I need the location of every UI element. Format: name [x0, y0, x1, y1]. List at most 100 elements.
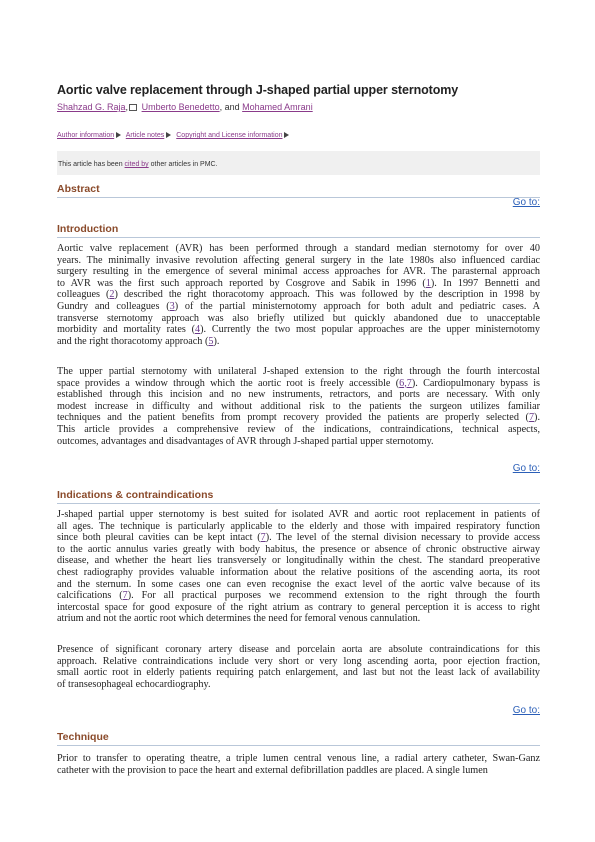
text-line: small aortic root in elderly patients re…	[57, 667, 540, 679]
text-run: catheter with the provision to pace the …	[57, 764, 488, 776]
text-line: atrium and not the aortic root which det…	[57, 613, 540, 625]
text-line: transverse sternotomy approach was also …	[57, 313, 540, 325]
text-line: all ages. The technique is particularly …	[57, 521, 540, 533]
cited-by-box: This article has been cited by other art…	[57, 151, 540, 175]
text-run: ). In 1997 Bennetti and	[430, 277, 540, 289]
text-run: ). Currently the two most popular approa…	[200, 324, 540, 336]
reference-link[interactable]: 7	[122, 590, 128, 602]
section-heading-introduction: Introduction	[57, 223, 540, 238]
text-run: morbidity and mortality rates (	[57, 324, 195, 336]
text-run: outcomes, advantages and disadvantages o…	[57, 435, 434, 447]
goto-link[interactable]: Go to:	[512, 463, 540, 474]
text-run: chest radiography provides valuable info…	[57, 566, 540, 578]
text-run: ). Cardiopulmonary bypass is	[411, 377, 540, 389]
text-run: small aortic root in elderly patients re…	[57, 667, 540, 679]
reference-link[interactable]: 7	[260, 532, 266, 544]
text-line: to the aortic annulus varies greatly wit…	[57, 544, 540, 556]
text-line: morbidity and mortality rates (4). Curre…	[57, 324, 540, 336]
goto-link[interactable]: Go to:	[512, 197, 540, 208]
text-run: of transesophageal echocardiography.	[57, 678, 211, 690]
text-run: The upper partial sternotomy with unilat…	[57, 366, 540, 377]
author-link[interactable]: Mohamed Amrani	[242, 102, 313, 112]
text-line: Presence of significant coronary artery …	[57, 644, 540, 656]
author-information-link[interactable]: Author information	[57, 132, 115, 139]
text-line: techniques and the patient benefits from…	[57, 412, 540, 424]
indications-paragraph-2: Presence of significant coronary artery …	[57, 644, 540, 690]
text-run: and the right thoracotomy approach (	[57, 335, 209, 347]
text-run: colleagues (	[57, 289, 110, 301]
text-run: ). For all practical purposes we recomme…	[127, 590, 540, 602]
author-separator: ,	[125, 102, 129, 112]
text-line: of transesophageal echocardiography.	[57, 679, 540, 691]
text-line: and the sternum. In some cases one can e…	[57, 579, 540, 591]
text-run: ) described the right thoracotomy approa…	[114, 289, 540, 301]
text-run: years. The minimally invasive revolution…	[57, 254, 540, 266]
indications-paragraph-1: J-shaped partial upper sternotomy is bes…	[57, 509, 540, 625]
text-run: transverse sternotomy approach was also …	[57, 312, 540, 324]
text-run: to AVR was the first such approach repor…	[57, 277, 426, 289]
introduction-paragraph-1: Aortic valve replacement (AVR) has been …	[57, 243, 540, 347]
text-line: outcomes, advantages and disadvantages o…	[57, 436, 540, 448]
text-run: ). The level of the sternal division nec…	[265, 532, 540, 544]
text-line: J-shaped partial upper sternotomy is bes…	[57, 509, 540, 521]
text-run: This article provides a comprehensive re…	[57, 423, 540, 435]
expand-arrow-icon[interactable]	[116, 132, 122, 139]
cited-suffix: other articles in PMC.	[148, 161, 218, 168]
reference-link[interactable]: 3	[169, 300, 175, 312]
email-icon[interactable]	[129, 104, 138, 112]
text-run: Prior to transfer to operating theatre, …	[57, 753, 540, 764]
expand-arrow-icon[interactable]	[166, 132, 172, 139]
section-heading-indications: Indications & contraindications	[57, 489, 540, 504]
copyright-license-link[interactable]: Copyright and License information	[176, 132, 283, 139]
text-line: catheter with the provision to pace the …	[57, 765, 540, 777]
text-line: established through this incision and no…	[57, 389, 540, 401]
text-run: techniques and the patient benefits from…	[57, 412, 529, 424]
text-run: calcifications (	[57, 590, 123, 602]
text-run: disease, and whether the heart lies tran…	[57, 555, 540, 567]
reference-link[interactable]: 4	[195, 324, 201, 336]
text-run: atrium and not the aortic root which det…	[57, 613, 421, 625]
reference-link[interactable]: 1	[425, 277, 431, 289]
text-line: Prior to transfer to operating theatre, …	[57, 753, 540, 765]
text-line: calcifications (7). For all practical pu…	[57, 590, 540, 602]
author-separator: , and	[219, 102, 243, 112]
text-line: and the right thoracotomy approach (5).	[57, 336, 540, 348]
introduction-paragraph-2: The upper partial sternotomy with unilat…	[57, 366, 540, 447]
expand-arrow-icon[interactable]	[284, 132, 290, 139]
goto-link[interactable]: Go to:	[512, 705, 540, 716]
text-line: years. The minimally invasive revolution…	[57, 255, 540, 267]
text-run: established through this incision and no…	[57, 389, 540, 401]
text-run: all ages. The technique is particularly …	[57, 520, 540, 532]
text-line: modest increase in difficulty and withou…	[57, 401, 540, 413]
text-run: since both pleural cavities can be kept …	[57, 532, 261, 544]
text-run: modest increase in difficulty and withou…	[57, 400, 540, 412]
author-link[interactable]: Umberto Benedetto	[141, 102, 220, 112]
author-list: Shahzad G. Raja, Umberto Benedetto, and …	[57, 102, 313, 112]
text-run: ).	[213, 335, 220, 347]
reference-link[interactable]: 6,7	[399, 377, 412, 389]
text-line: intercostal space for good exposure of t…	[57, 602, 540, 614]
reference-link[interactable]: 5	[208, 335, 214, 347]
text-line: Gundry and colleagues (3) of the partial…	[57, 301, 540, 313]
reference-link[interactable]: 7	[528, 412, 535, 424]
text-line: space provides a window through which th…	[57, 378, 540, 390]
author-link[interactable]: Shahzad G. Raja	[57, 102, 126, 112]
reference-link[interactable]: 2	[109, 289, 115, 301]
text-run: Presence of significant coronary artery …	[57, 644, 540, 655]
text-line: to AVR was the first such approach repor…	[57, 278, 540, 290]
text-line: Aortic valve replacement (AVR) has been …	[57, 243, 540, 255]
text-run: to the aortic annulus varies greatly wit…	[57, 543, 540, 555]
text-run: intercostal space for good exposure of t…	[57, 601, 540, 613]
article-title: Aortic valve replacement through J-shape…	[57, 83, 459, 97]
cited-by-link[interactable]: cited by	[124, 161, 149, 168]
text-run: surgery resulting in the emergence of se…	[57, 266, 540, 278]
cited-prefix: This article has been	[58, 161, 125, 168]
text-line: approach. Relative contraindications inc…	[57, 656, 540, 668]
text-run: space provides a window through which th…	[57, 377, 400, 389]
article-notes-link[interactable]: Article notes	[125, 132, 165, 139]
technique-paragraph-1: Prior to transfer to operating theatre, …	[57, 753, 540, 776]
text-line: The upper partial sternotomy with unilat…	[57, 366, 540, 378]
text-line: This article provides a comprehensive re…	[57, 424, 540, 436]
text-line: chest radiography provides valuable info…	[57, 567, 540, 579]
text-line: since both pleural cavities can be kept …	[57, 532, 540, 544]
